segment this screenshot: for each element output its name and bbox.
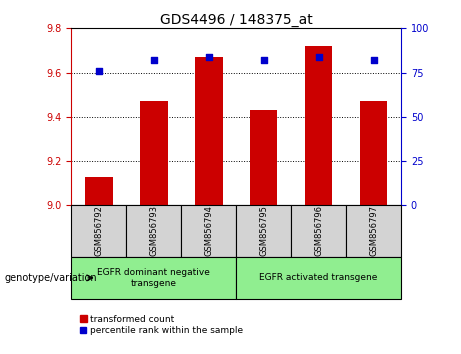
Text: GSM856797: GSM856797: [369, 205, 378, 257]
Bar: [71, 257, 236, 299]
Bar: [360, 101, 387, 205]
Bar: [346, 205, 401, 257]
Point: [370, 57, 377, 63]
Point: [205, 54, 213, 59]
Bar: [140, 101, 168, 205]
Text: EGFR dominant negative
transgene: EGFR dominant negative transgene: [97, 268, 210, 287]
Text: genotype/variation: genotype/variation: [5, 273, 97, 283]
Point: [315, 54, 322, 59]
Bar: [291, 205, 346, 257]
Point: [150, 57, 158, 63]
Point: [260, 57, 267, 63]
Bar: [236, 257, 401, 299]
Text: GSM856792: GSM856792: [95, 206, 103, 256]
Legend: transformed count, percentile rank within the sample: transformed count, percentile rank withi…: [76, 311, 247, 339]
Point: [95, 68, 103, 74]
Bar: [181, 205, 236, 257]
Text: EGFR activated transgene: EGFR activated transgene: [260, 273, 378, 282]
Text: GSM856794: GSM856794: [204, 206, 213, 256]
Bar: [85, 177, 112, 205]
Title: GDS4496 / 148375_at: GDS4496 / 148375_at: [160, 13, 313, 27]
Text: GSM856795: GSM856795: [259, 206, 268, 256]
Bar: [250, 110, 278, 205]
Bar: [71, 205, 126, 257]
Text: GSM856796: GSM856796: [314, 205, 323, 257]
Bar: [126, 205, 181, 257]
Bar: [305, 46, 332, 205]
Bar: [195, 57, 223, 205]
Text: GSM856793: GSM856793: [149, 205, 159, 257]
Bar: [236, 205, 291, 257]
